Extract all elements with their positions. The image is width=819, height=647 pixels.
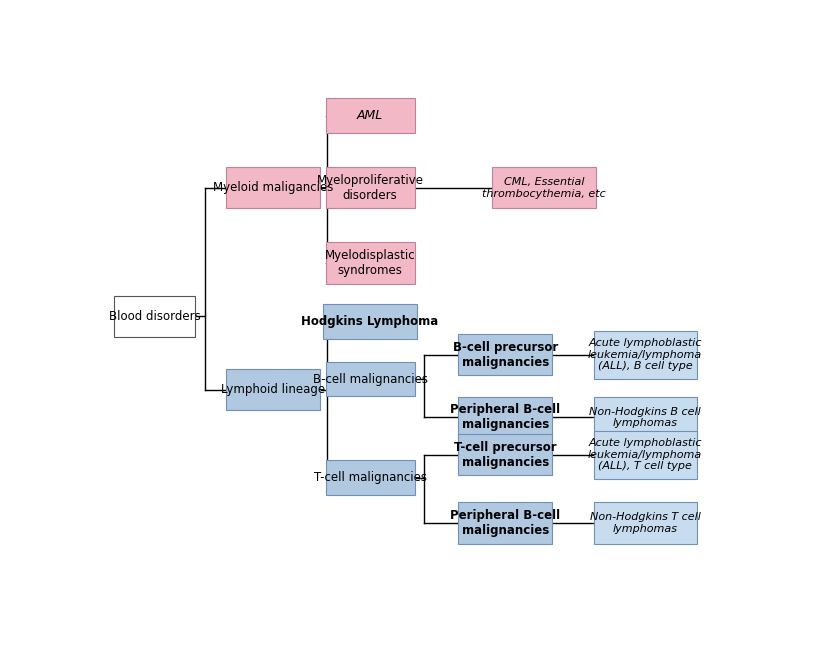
Text: T-cell malignancies: T-cell malignancies: [313, 471, 426, 484]
FancyBboxPatch shape: [323, 304, 417, 338]
Text: Acute lymphoblastic
leukemia/lymphoma
(ALL), T cell type: Acute lymphoblastic leukemia/lymphoma (A…: [587, 438, 702, 472]
FancyBboxPatch shape: [593, 431, 696, 479]
Text: Non-Hodgkins T cell
lymphomas: Non-Hodgkins T cell lymphomas: [589, 512, 699, 534]
FancyBboxPatch shape: [225, 167, 319, 208]
FancyBboxPatch shape: [225, 369, 319, 410]
Text: Peripheral B-cell
malignancies: Peripheral B-cell malignancies: [450, 404, 559, 432]
Text: Acute lymphoblastic
leukemia/lymphoma
(ALL), B cell type: Acute lymphoblastic leukemia/lymphoma (A…: [587, 338, 702, 371]
FancyBboxPatch shape: [458, 502, 552, 543]
FancyBboxPatch shape: [458, 397, 552, 438]
FancyBboxPatch shape: [593, 331, 696, 378]
Text: Peripheral B-cell
malignancies: Peripheral B-cell malignancies: [450, 509, 559, 537]
Text: B-cell malignancies: B-cell malignancies: [312, 373, 427, 386]
Text: B-cell precursor
malignancies: B-cell precursor malignancies: [452, 340, 558, 369]
FancyBboxPatch shape: [593, 502, 696, 543]
Text: Myeloid maligancies: Myeloid maligancies: [212, 181, 333, 194]
Text: AML: AML: [356, 109, 382, 122]
Text: Lymphoid lineage: Lymphoid lineage: [220, 383, 324, 396]
Text: Blood disorders: Blood disorders: [109, 310, 200, 323]
Text: T-cell precursor
malignancies: T-cell precursor malignancies: [454, 441, 556, 469]
FancyBboxPatch shape: [114, 296, 195, 337]
FancyBboxPatch shape: [491, 167, 595, 208]
Text: CML, Essential
thrombocythemia, etc: CML, Essential thrombocythemia, etc: [482, 177, 605, 199]
Text: Non-Hodgkins B cell
lymphomas: Non-Hodgkins B cell lymphomas: [589, 406, 700, 428]
FancyBboxPatch shape: [325, 98, 414, 133]
FancyBboxPatch shape: [458, 334, 552, 375]
FancyBboxPatch shape: [593, 397, 696, 438]
FancyBboxPatch shape: [325, 460, 414, 495]
FancyBboxPatch shape: [325, 167, 414, 208]
Text: Hodgkins Lymphoma: Hodgkins Lymphoma: [301, 314, 438, 328]
FancyBboxPatch shape: [458, 434, 552, 476]
Text: Myelodisplastic
syndromes: Myelodisplastic syndromes: [324, 249, 415, 277]
FancyBboxPatch shape: [325, 362, 414, 397]
FancyBboxPatch shape: [325, 242, 414, 283]
Text: Myeloproliferative
disorders: Myeloproliferative disorders: [316, 174, 423, 202]
